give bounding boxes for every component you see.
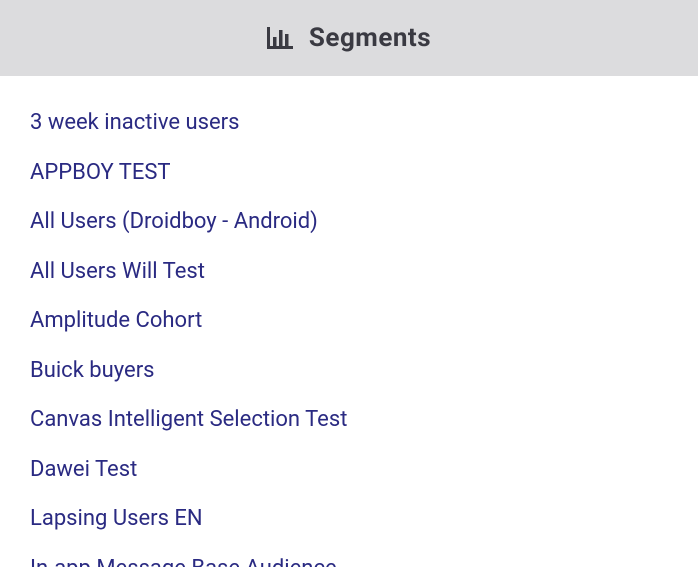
- segment-item[interactable]: Dawei Test: [30, 445, 668, 495]
- page-title: Segments: [309, 23, 431, 53]
- segment-item[interactable]: All Users (Droidboy - Android): [30, 197, 668, 247]
- page-header: Segments: [0, 0, 698, 76]
- segment-item[interactable]: All Users Will Test: [30, 247, 668, 297]
- segment-item[interactable]: 3 week inactive users: [30, 98, 668, 148]
- segment-item[interactable]: APPBOY TEST: [30, 148, 668, 198]
- segment-item[interactable]: Amplitude Cohort: [30, 296, 668, 346]
- segment-item[interactable]: Buick buyers: [30, 346, 668, 396]
- bar-chart-icon: [267, 27, 293, 49]
- segment-item[interactable]: Canvas Intelligent Selection Test: [30, 395, 668, 445]
- segments-list[interactable]: 3 week inactive usersAPPBOY TESTAll User…: [0, 76, 698, 567]
- content-wrapper: 3 week inactive usersAPPBOY TESTAll User…: [0, 76, 698, 567]
- segment-item[interactable]: Lapsing Users EN: [30, 494, 668, 544]
- segment-item[interactable]: In-app Message Base Audience: [30, 544, 668, 567]
